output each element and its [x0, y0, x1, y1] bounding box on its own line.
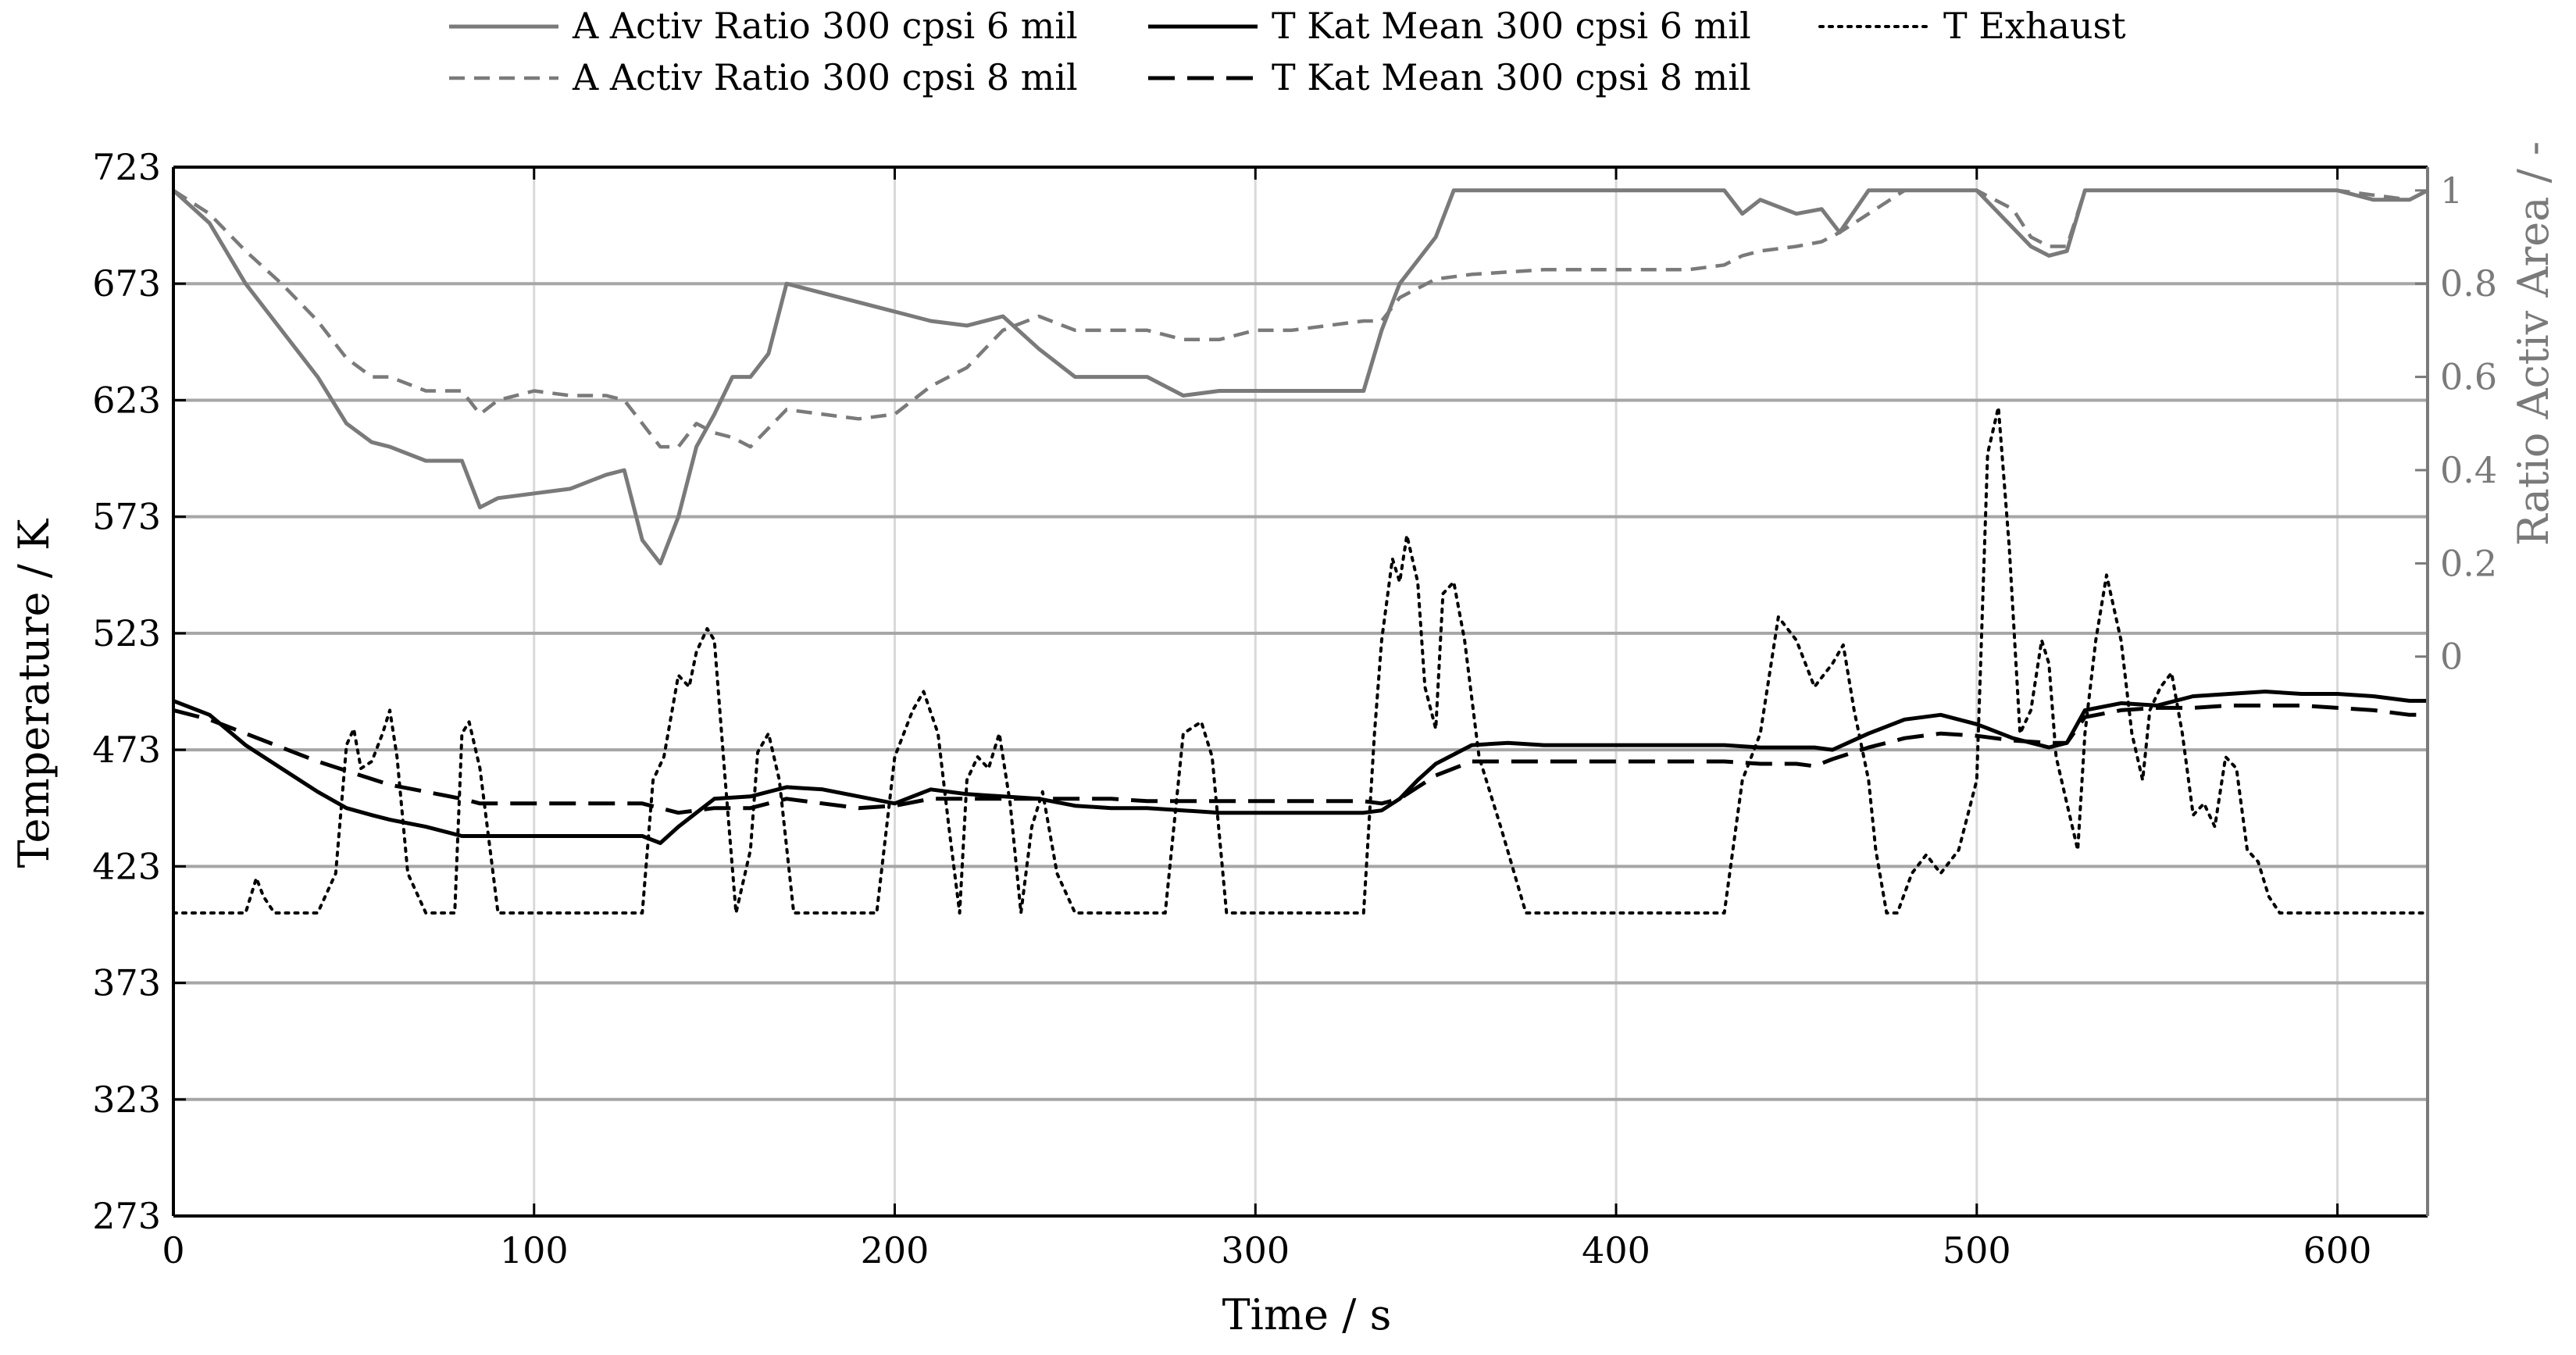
y-tick-label: 573	[92, 496, 161, 538]
legend-label-2: A Activ Ratio 300 cpsi 8 mil	[572, 56, 1078, 98]
grid-lines	[173, 167, 2428, 1216]
y-tick-label: 523	[92, 612, 161, 654]
series-line-1	[172, 188, 2429, 565]
y-tick-label: 623	[92, 379, 161, 421]
legend-label-5: T Exhaust	[1943, 5, 2126, 47]
y2-axis-title: Ratio Activ Area / -	[2509, 141, 2558, 546]
y2-tick-label: 1	[2440, 169, 2463, 212]
x-tick-label: 500	[1943, 1229, 2011, 1271]
y-tick-label: 473	[92, 729, 161, 771]
series-line-2	[172, 188, 2429, 449]
y-tick-label: 323	[92, 1079, 161, 1121]
y-tick-label: 273	[92, 1195, 161, 1237]
x-axis-title: Time / s	[1222, 1290, 1392, 1339]
y-tick-label: 723	[92, 146, 161, 188]
legend-label-3: T Kat Mean 300 cpsi 6 mil	[1272, 5, 1751, 47]
axes-frame	[172, 166, 2429, 1218]
y-tick-label: 423	[92, 845, 161, 887]
y2-tick-label: 0.8	[2440, 262, 2497, 305]
series-line-4	[173, 703, 2428, 815]
y-tick-label: 673	[92, 262, 161, 305]
x-tick-label: 400	[1582, 1229, 1650, 1271]
y-axis-title: Temperature / K	[9, 518, 59, 868]
series-line-5	[172, 405, 2429, 915]
tick-labels: 0 100 200 300 400 500 600 273 323 373 423 473 523 573…	[92, 146, 2497, 1271]
y2-tick-label: 0	[2440, 636, 2463, 678]
x-tick-label: 200	[861, 1229, 929, 1271]
y-tick-label: 373	[92, 962, 161, 1004]
legend-label-4: T Kat Mean 300 cpsi 8 mil	[1272, 56, 1751, 98]
x-tick-label: 600	[2303, 1229, 2372, 1271]
x-tick-label: 0	[162, 1229, 184, 1271]
y2-tick-label: 0.6	[2440, 356, 2497, 398]
series-lines	[172, 188, 2429, 915]
y2-tick-label: 0.4	[2440, 449, 2497, 491]
x-tick-label: 300	[1221, 1229, 1290, 1271]
legend: A Activ Ratio 300 cpsi 6 mil A Activ Rati…	[449, 5, 2126, 98]
x-tick-label: 100	[500, 1229, 569, 1271]
legend-label-1: A Activ Ratio 300 cpsi 6 mil	[572, 5, 1078, 47]
y2-tick-label: 0.2	[2440, 542, 2497, 584]
series-line-3	[173, 690, 2428, 845]
